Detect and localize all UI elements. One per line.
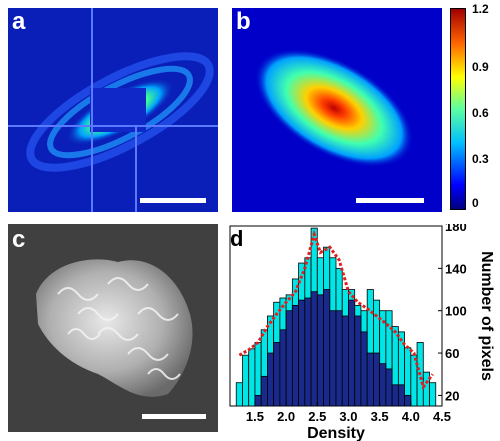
histogram-bar — [354, 315, 362, 407]
panel-b-density-map: b — [232, 8, 442, 212]
histogram-bar — [360, 331, 368, 407]
panel-a-diffraction-image: a — [8, 8, 218, 212]
histogram-bar — [341, 315, 349, 407]
histogram-bar — [329, 310, 337, 407]
x-tick-label: 4.0 — [402, 409, 420, 424]
density-histogram: 1.5 2.0 2.5 3.0 3.5 4.0 4.5 20 60 100 140 180 d De… — [229, 224, 495, 441]
histogram-bar — [391, 384, 399, 407]
histogram-bar — [404, 395, 412, 407]
y-tick-label: 100 — [445, 304, 467, 319]
histogram-bar — [379, 363, 387, 407]
histogram-bar — [260, 375, 268, 407]
histogram-bar — [291, 305, 299, 407]
density-heatmap — [254, 48, 414, 168]
colorbar — [450, 8, 466, 210]
histogram-bar — [310, 291, 318, 407]
scale-bar-b — [356, 198, 424, 203]
histogram-bar — [348, 299, 356, 407]
histogram-bar — [273, 342, 281, 407]
colorbar-tick: 0.6 — [472, 106, 489, 120]
histogram-bar — [298, 299, 306, 407]
x-axis-label: Density — [307, 425, 365, 441]
histogram-bar — [429, 382, 437, 407]
colorbar-tick: 0.9 — [472, 60, 489, 74]
diffraction-pattern — [8, 8, 218, 212]
histogram-bar — [235, 382, 243, 407]
histogram-bar — [248, 348, 256, 407]
y-tick-label: 180 — [445, 224, 467, 234]
y-tick-label: 20 — [445, 388, 459, 403]
y-tick-label: 140 — [445, 261, 467, 276]
panel-c-sem-image: c — [8, 224, 218, 432]
colorbar-tick: 0.3 — [472, 152, 489, 166]
histogram-bar — [254, 395, 262, 407]
histogram-bar — [373, 352, 381, 407]
histogram-bar — [242, 354, 250, 407]
x-tick-label: 4.5 — [433, 409, 451, 424]
scale-bar-c — [142, 414, 206, 419]
histogram-bar — [397, 384, 405, 407]
histogram-bar — [323, 289, 331, 407]
panel-label-a: a — [12, 8, 26, 35]
colorbar-tick: 0 — [472, 196, 479, 210]
y-tick-label: 60 — [445, 346, 459, 361]
histogram-bar — [285, 310, 293, 407]
x-tick-label: 1.5 — [246, 409, 264, 424]
histogram-bar — [385, 368, 393, 407]
histogram-bar — [316, 294, 324, 407]
histogram-bar — [422, 371, 430, 407]
histogram-bar — [279, 329, 287, 407]
histogram-bar — [267, 352, 275, 407]
panel-label-b: b — [236, 8, 251, 35]
sem-particle — [8, 224, 218, 432]
x-tick-label: 2.5 — [308, 409, 326, 424]
x-tick-label: 2.0 — [277, 409, 295, 424]
panel-label-d: d — [230, 226, 243, 251]
x-tick-label: 3.0 — [339, 409, 357, 424]
colorbar-tick: 1.2 — [472, 2, 489, 16]
x-tick-label: 3.5 — [371, 409, 389, 424]
y-axis-label: Number of pixels — [478, 251, 495, 381]
histogram-bar — [304, 297, 312, 407]
scale-bar-a — [140, 198, 206, 203]
panel-label-c: c — [12, 226, 26, 253]
histogram-bar — [366, 352, 374, 407]
histogram-bar — [335, 310, 343, 407]
